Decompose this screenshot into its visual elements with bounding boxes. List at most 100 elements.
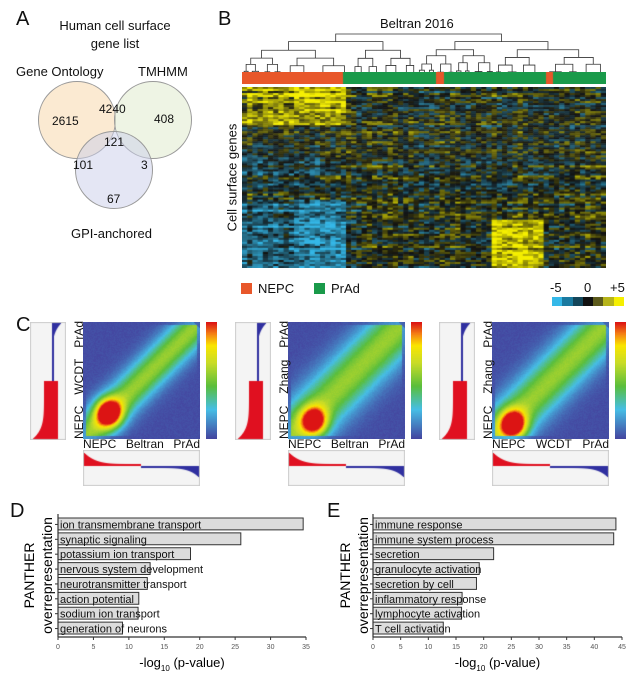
bar-chart-e: immune response immune system process secr… <box>337 514 626 673</box>
rrho-heatmap <box>288 322 405 439</box>
y-label-dataset: Zhang <box>277 359 291 394</box>
rrho-yaxis-labels: NEPC Zhang PrAd <box>481 321 495 439</box>
x-tick-label: 25 <box>507 644 515 651</box>
heatmap-title: Beltran 2016 <box>380 16 454 31</box>
bar-chart-d: ion transmembrane transport synaptic sign… <box>21 514 310 673</box>
scale-swatch <box>582 297 594 306</box>
bar-label: nervous system development <box>60 564 203 576</box>
bar-label: secretion by cell <box>375 579 454 591</box>
legend-swatch-nepc <box>241 283 252 294</box>
bar-label: neurotransmitter transport <box>60 579 187 591</box>
panel-label-a: A <box>16 8 30 30</box>
rrho-colorbar <box>206 322 217 439</box>
venn-count-tm-gpi: 3 <box>141 158 148 172</box>
bar-label: lymphocyte activation <box>375 609 480 621</box>
x-tick-label: 35 <box>302 644 310 651</box>
x-tick-label: 15 <box>452 644 460 651</box>
scale-label-min: -5 <box>550 280 562 295</box>
venn-count-all: 121 <box>104 135 125 149</box>
scale-swatch <box>572 297 583 306</box>
left-marginal-plot <box>30 322 66 440</box>
venn-count-gpi-only: 67 <box>107 192 121 206</box>
x-tick-label: 5 <box>399 644 403 651</box>
venn-set-label-go: Gene Ontology <box>16 64 104 79</box>
scale-swatch <box>562 297 573 306</box>
scale-label-max: +5 <box>610 280 625 295</box>
scale-swatch <box>552 297 563 306</box>
x-tick-label: 10 <box>424 644 432 651</box>
rrho-yaxis-labels: NEPC Zhang PrAd <box>277 321 291 439</box>
y-label-nepc: NEPC <box>277 405 291 439</box>
rrho-heatmap <box>83 322 200 439</box>
venn-count-go-gpi: 101 <box>73 158 94 172</box>
bar-label: inflammatory response <box>375 594 486 606</box>
rrho-xaxis-labels: NEPC WCDT PrAd <box>492 437 609 451</box>
bottom-marginal-plot <box>492 450 609 486</box>
bar-label: immune response <box>375 519 462 531</box>
y-label-prad: PrAd <box>72 321 86 348</box>
scale-swatch <box>593 297 604 306</box>
bottom-marginal-plot <box>288 450 405 486</box>
left-marginal-plot <box>439 322 475 440</box>
x-tick-label: 35 <box>563 644 571 651</box>
bar-label: action potential <box>60 594 134 606</box>
y-label-prad: PrAd <box>277 321 291 348</box>
venn-count-go-tm: 4240 <box>99 102 126 116</box>
venn-set-label-gpi: GPI-anchored <box>71 226 152 241</box>
x-label-prad: PrAd <box>173 437 200 451</box>
expression-heatmap <box>242 87 606 268</box>
bar-label: secretion <box>375 549 420 561</box>
heatmap-ylabel: Cell surface genes <box>224 123 240 232</box>
y-axis-label-line2: overrepresentation <box>39 517 55 634</box>
bar-label: ion transmembrane transport <box>60 519 201 531</box>
x-tick-label: 20 <box>480 644 488 651</box>
bar-label: granulocyte activation <box>375 564 481 576</box>
venn-circle-gpi-anchored <box>75 131 153 209</box>
x-tick-label: 30 <box>267 644 275 651</box>
x-label-dataset: WCDT <box>535 437 572 451</box>
x-axis-label: -log10 (p-value) <box>139 655 225 673</box>
rrho-colorbar <box>615 322 626 439</box>
x-tick-label: 20 <box>196 644 204 651</box>
x-axis-label: -log10 (p-value) <box>455 655 541 673</box>
x-tick-label: 45 <box>618 644 626 651</box>
left-marginal-plot <box>235 322 271 440</box>
bar-label: generation of neurons <box>60 624 168 636</box>
scale-swatch <box>603 297 614 306</box>
legend-label-prad: PrAd <box>331 281 360 296</box>
y-axis-label-line1: PANTHER <box>21 543 37 609</box>
x-tick-label: 30 <box>535 644 543 651</box>
x-tick-label: 25 <box>231 644 239 651</box>
venn-title-line2: gene list <box>90 36 140 51</box>
rrho-xaxis-labels: NEPC Beltran PrAd <box>288 437 405 451</box>
venn-title-line1: Human cell surface <box>59 18 171 33</box>
x-label-prad: PrAd <box>582 437 609 451</box>
panel-label-c: C <box>16 314 31 336</box>
x-tick-label: 0 <box>56 644 60 651</box>
x-label-prad: PrAd <box>378 437 405 451</box>
panel-label-e: E <box>327 500 341 522</box>
y-axis-label-line1: PANTHER <box>337 543 353 609</box>
y-label-nepc: NEPC <box>481 405 495 439</box>
x-label-nepc: NEPC <box>288 437 322 451</box>
x-tick-label: 10 <box>125 644 133 651</box>
venn-count-go-only: 2615 <box>52 114 79 128</box>
color-scale-bar <box>552 297 624 306</box>
sample-group-bar <box>242 72 606 84</box>
bar-label: potassium ion transport <box>60 549 174 561</box>
x-label-dataset: Beltran <box>125 437 164 451</box>
legend-label-nepc: NEPC <box>258 281 295 296</box>
panel-label-b: B <box>218 8 232 30</box>
panel-label-d: D <box>10 500 25 522</box>
x-tick-label: 15 <box>160 644 168 651</box>
venn-set-label-tmhmm: TMHMM <box>138 64 188 79</box>
y-axis-label-line2: overrepresentation <box>355 517 371 634</box>
bar-label: immune system process <box>375 534 494 546</box>
x-tick-label: 40 <box>590 644 598 651</box>
rrho-colorbar <box>411 322 422 439</box>
x-tick-label: 0 <box>371 644 375 651</box>
rrho-yaxis-labels: NEPC WCDT PrAd <box>72 321 86 439</box>
scale-label-mid: 0 <box>584 280 592 295</box>
venn-diagram <box>38 81 192 209</box>
dendrogram <box>243 33 604 83</box>
